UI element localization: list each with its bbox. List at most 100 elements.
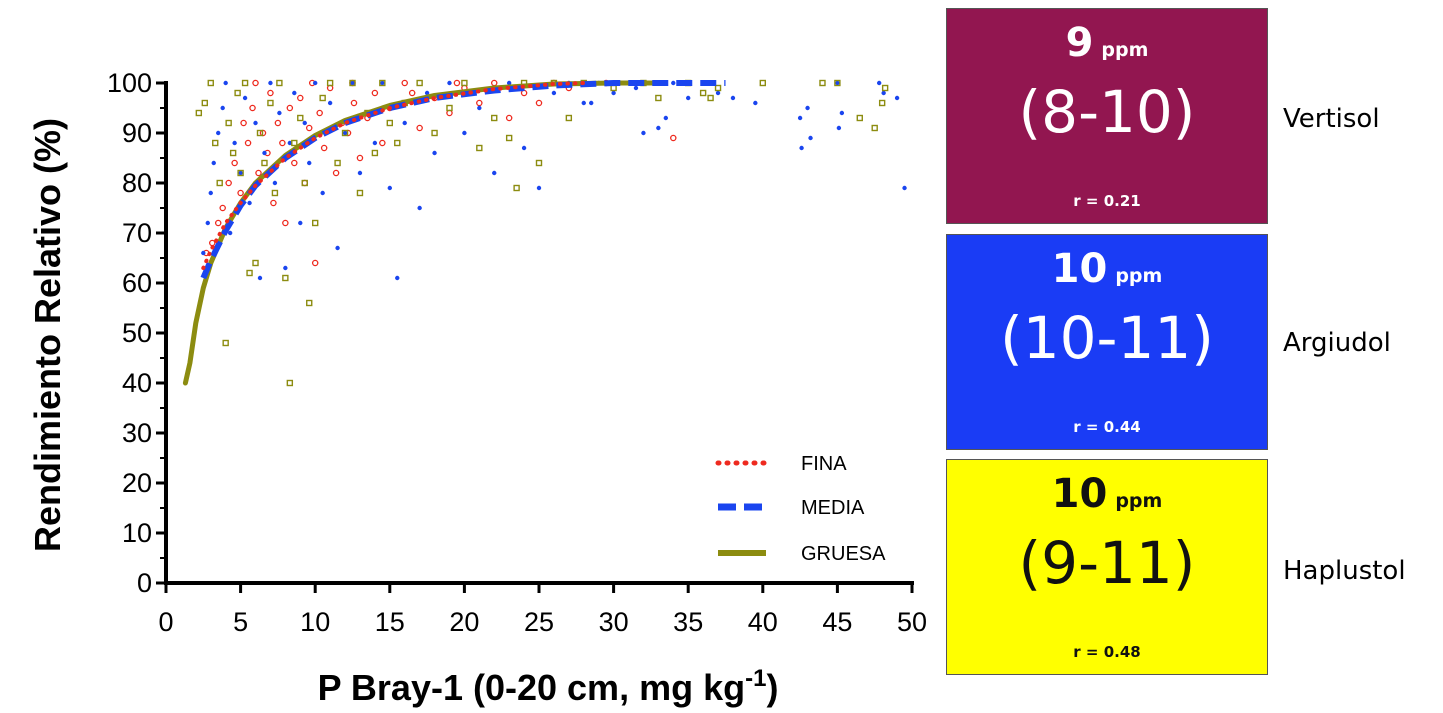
data-point-gruesa (241, 79, 249, 87)
data-point-media (238, 170, 243, 176)
data-point-fina (320, 144, 328, 152)
data-point-gruesa (234, 89, 241, 97)
x-tick-label: 25 (524, 607, 554, 637)
data-point-media (462, 130, 467, 136)
data-point-fina (297, 94, 304, 102)
data-point-media (730, 95, 736, 101)
data-point-fina (237, 189, 244, 197)
data-point-media (201, 250, 206, 256)
data-point-media (292, 90, 297, 96)
data-point-media (395, 275, 400, 281)
data-point-media (287, 140, 293, 146)
x-tick-label: 0 (158, 607, 173, 637)
soil-label-haplustol: Haplustol (1283, 556, 1406, 586)
data-point-media (380, 80, 385, 86)
data-point-gruesa (386, 119, 393, 127)
data-point-gruesa (271, 189, 279, 197)
data-point-fina (214, 219, 222, 227)
ppm-line: 10 ppm (947, 474, 1267, 514)
data-point-gruesa (301, 179, 308, 187)
data-point-gruesa (881, 84, 889, 92)
data-point-media (313, 80, 318, 86)
scatter-chart: 0 10 20 30 40 50 60 70 80 90 100 0 5 10 15 20 25 30 35 40 45… (27, 68, 927, 708)
data-point-gruesa (714, 84, 722, 92)
data-point-media (839, 110, 845, 116)
x-tick-label: 50 (897, 607, 927, 637)
data-point-media (307, 160, 312, 166)
ppm-unit: ppm (1115, 265, 1163, 287)
data-point-media (611, 90, 616, 96)
y-tick-label: 40 (122, 368, 152, 398)
x-tick-label: 30 (599, 607, 629, 637)
data-point-gruesa (291, 139, 298, 147)
threshold-panel-argiudol: 10 ppm (10-11) r = 0.44 (946, 234, 1268, 450)
legend-label-gruesa: GRUESA (801, 543, 886, 565)
data-point-media (335, 245, 340, 251)
data-point-gruesa (312, 219, 319, 227)
data-point-fina (291, 159, 298, 167)
data-point-fina (401, 79, 408, 87)
data-point-gruesa (216, 179, 223, 187)
legend: FINA MEDIA GRUESA (715, 453, 886, 565)
data-point-gruesa (759, 79, 766, 87)
critical-ppm-value: 10 (1051, 246, 1108, 292)
data-point-fina (282, 219, 289, 227)
ppm-unit: ppm (1115, 490, 1163, 512)
data-point-gruesa (222, 339, 229, 347)
soil-label-vertisol: Vertisol (1283, 104, 1380, 134)
r-value: r = 0.44 (1073, 418, 1141, 436)
y-tick-label: 100 (107, 68, 152, 98)
data-point-gruesa (286, 379, 294, 387)
fitted-curves (182, 80, 726, 386)
data-point-gruesa (212, 139, 219, 147)
data-point-gruesa (261, 159, 268, 167)
data-point-gruesa (513, 184, 520, 192)
y-tick-label: 80 (122, 168, 152, 198)
data-point-gruesa (256, 129, 264, 137)
data-point-media (232, 140, 237, 146)
data-point-media (836, 125, 842, 131)
data-points (195, 79, 907, 387)
data-point-media (262, 150, 267, 156)
data-point-fina (490, 79, 498, 87)
data-point-media (257, 275, 263, 281)
data-point-gruesa (491, 114, 498, 122)
y-tick-label: 30 (122, 418, 152, 448)
data-point-gruesa (565, 114, 573, 122)
critical-ppm-value: 10 (1051, 471, 1108, 517)
data-point-media (799, 145, 804, 151)
data-point-media (402, 120, 407, 126)
data-point-media (671, 80, 676, 86)
data-point-media (247, 200, 252, 206)
data-point-fina (350, 99, 358, 107)
fit-curve-fina (201, 81, 586, 270)
data-point-media (302, 120, 307, 126)
critical-ppm-value: 9 (1065, 20, 1094, 66)
data-point-media (327, 100, 333, 106)
data-point-fina (520, 89, 528, 97)
data-point-media (477, 105, 482, 111)
data-point-gruesa (871, 124, 878, 132)
data-point-media (268, 80, 273, 86)
data-point-media (424, 90, 430, 96)
data-point-fina (535, 99, 543, 107)
x-axis-title: P Bray-1 (0-20 cm, mg kg-1) (318, 665, 779, 708)
legend-label-fina: FINA (801, 453, 847, 475)
data-point-media (686, 95, 691, 101)
data-point-media (589, 100, 594, 106)
data-point-media (205, 220, 210, 226)
data-point-gruesa (446, 104, 453, 112)
data-point-gruesa (237, 169, 244, 177)
x-tick-label: 40 (748, 607, 778, 637)
data-point-gruesa (461, 79, 468, 87)
data-point-media (320, 190, 325, 196)
data-point-fina (476, 99, 483, 107)
data-point-gruesa (371, 149, 379, 157)
data-point-media (447, 80, 452, 86)
fit-curve-media (200, 80, 726, 280)
data-point-gruesa (535, 159, 543, 167)
data-point-gruesa (341, 129, 349, 137)
data-point-fina (356, 154, 364, 162)
data-point-gruesa (201, 99, 208, 107)
data-point-media (753, 100, 758, 106)
